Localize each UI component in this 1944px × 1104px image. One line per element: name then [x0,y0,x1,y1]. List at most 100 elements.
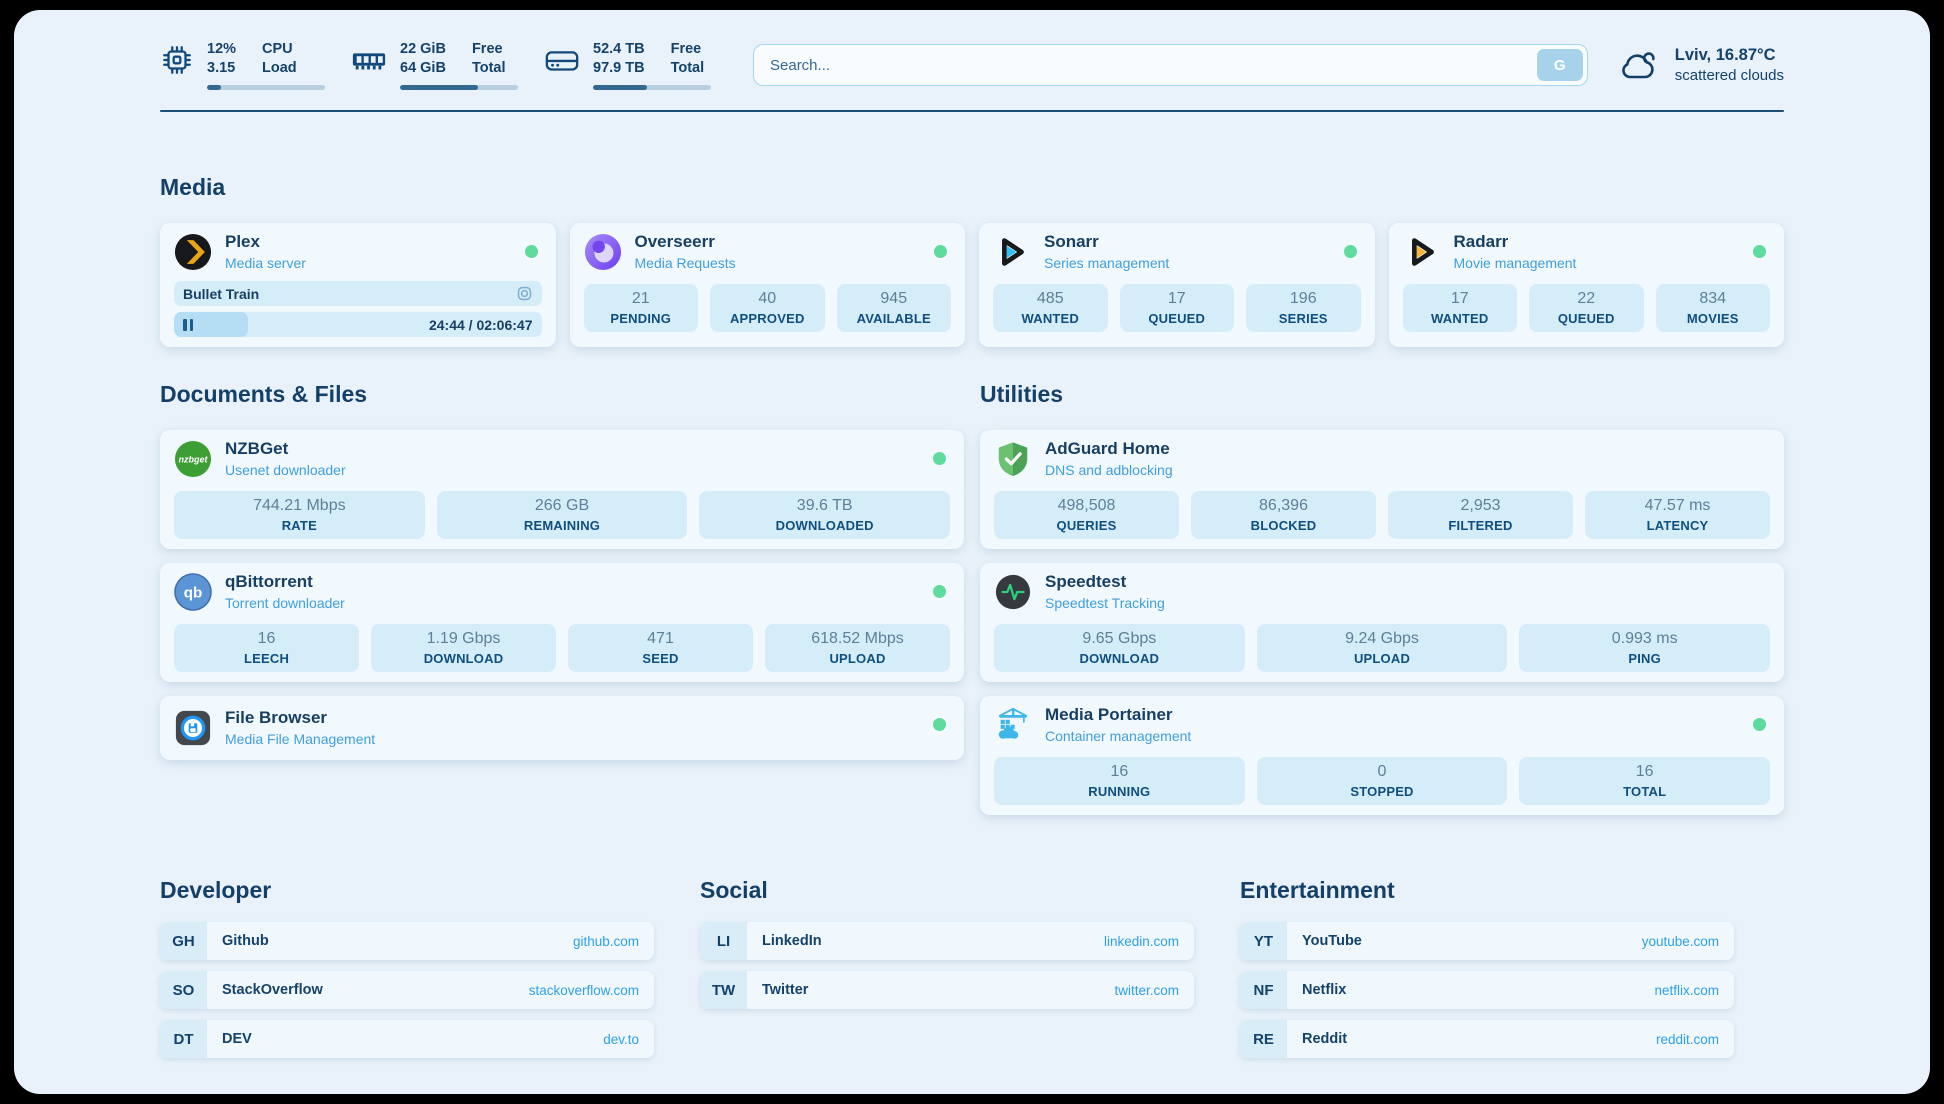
overseerr-icon [584,234,621,271]
speedtest-icon [995,575,1031,610]
bookmark-abbr: RE [1240,1020,1287,1059]
app-subtitle: Series management [1044,255,1170,272]
disk-stat: 52.4 TB 97.9 TB Free Total [544,40,711,91]
stat-queries: 498,508 QUERIES [994,491,1179,540]
memory-free-value: 22 GiB [400,41,446,57]
bookmark-abbr: SO [160,971,207,1010]
svg-text:qb: qb [184,585,203,602]
stat-series: 196 SERIES [1246,284,1361,333]
stat-queued: 22 QUEUED [1529,284,1644,333]
bookmark-url[interactable]: linkedin.com [1103,933,1179,949]
bookmark-url[interactable]: stackoverflow.com [528,982,639,998]
app-subtitle: Media File Management [225,731,376,748]
app-card-nzbget[interactable]: nzbget NZBGet Usenet downloader 744.21 M… [160,430,964,550]
disk-label-2: Total [670,60,705,77]
status-dot-online [1343,245,1357,259]
stat-download: 9.65 Gbps DOWNLOAD [994,624,1245,673]
cpu-progress-bar [207,85,325,91]
bookmark-url[interactable]: github.com [572,933,639,949]
app-title: Media Portainer [1045,705,1173,725]
cpu-label-1: CPU [262,41,293,57]
app-title: Plex [225,232,260,252]
section-title-social: Social [700,877,768,904]
utilities-column: Utilities AdGuard Home DNS [980,381,1784,816]
bookmark-name: Netflix [1302,982,1347,999]
search-engine-button[interactable]: G [1536,49,1583,82]
bookmark-name: LinkedIn [762,933,822,950]
app-card-speedtest[interactable]: Speedtest Speedtest Tracking 9.65 Gbps DO… [980,563,1784,683]
stat-wanted: 485 WANTED [993,284,1108,333]
bookmark-netflix[interactable]: NF Netflix netflix.com [1240,971,1734,1010]
app-card-adguard[interactable]: AdGuard Home DNS and adblocking 498,508 Q… [980,430,1784,550]
playback-progress-bar: 24:44 / 02:06:47 [174,312,542,338]
memory-stat: 22 GiB 64 GiB Free Total [351,40,518,91]
app-subtitle: Usenet downloader [225,462,346,479]
app-card-overseerr[interactable]: Overseerr Media Requests 21 PENDING 40 APP… [569,223,965,348]
bookmark-linkedin[interactable]: LI LinkedIn linkedin.com [700,922,1194,961]
bookmark-stackoverflow[interactable]: SO StackOverflow stackoverflow.com [160,971,654,1010]
radarr-icon [1411,238,1434,267]
stat-movies: 834 MOVIES [1655,284,1770,333]
stat-remaining: 266 GB REMAINING [436,491,688,540]
cpu-icon [163,46,191,74]
bookmarks-social: Social LI LinkedIn linkedin.com TW Twitt… [700,877,1194,1058]
weather-widget: Lviv, 16.87°C scattered clouds [1618,45,1784,85]
ram-icon [352,53,386,70]
bookmark-abbr: TW [700,971,747,1010]
bookmark-reddit[interactable]: RE Reddit reddit.com [1240,1020,1734,1059]
app-card-sonarr[interactable]: Sonarr Series management 485 WANTED 17 QUE… [979,223,1375,348]
bookmark-dev[interactable]: DT DEV dev.to [160,1020,654,1059]
bookmark-abbr: GH [160,922,207,961]
bookmark-abbr: DT [160,1020,207,1059]
now-playing-title: Bullet Train [183,285,260,302]
app-card-portainer[interactable]: Media Portainer Container management 16 R… [980,696,1784,816]
stat-blocked: 86,396 BLOCKED [1191,491,1376,540]
memory-label-1: Free [471,41,503,57]
bookmark-github[interactable]: GH Github github.com [160,922,654,961]
cloud-icon [1621,52,1655,79]
bookmark-url[interactable]: netflix.com [1654,982,1719,998]
section-title-developer: Developer [160,877,272,904]
stat-ping: 0.993 ms PING [1519,624,1771,673]
bookmark-name: Github [222,933,269,950]
app-card-plex[interactable]: Plex Media server Bullet Train 24:44 / 0… [160,223,556,348]
portainer-icon [998,708,1028,740]
status-dot-online [1753,245,1766,259]
stat-upload: 9.24 Gbps UPLOAD [1256,624,1508,673]
stat-rate: 744.21 Mbps RATE [174,491,425,540]
status-dot-online [933,452,946,466]
app-card-radarr[interactable]: Radarr Movie management 17 WANTED 22 QUEUE… [1388,223,1784,348]
bookmarks-developer: Developer GH Github github.com SO StackO… [160,877,654,1059]
app-title: Overseerr [634,232,715,252]
bookmark-url[interactable]: twitter.com [1114,982,1179,998]
bookmark-url[interactable]: youtube.com [1641,933,1719,949]
plex-icon [174,234,212,271]
search-input[interactable] [753,44,1588,87]
stat-upload: 618.52 Mbps UPLOAD [765,624,950,673]
app-subtitle: Torrent downloader [225,595,345,612]
stat-stopped: 0 STOPPED [1256,757,1508,806]
bookmark-url[interactable]: dev.to [603,1031,639,1047]
app-subtitle: Container management [1045,728,1192,745]
bookmark-twitter[interactable]: TW Twitter twitter.com [700,971,1194,1010]
stat-seed: 471 SEED [568,624,753,673]
now-playing-session-icon[interactable] [516,285,533,302]
stat-wanted: 17 WANTED [1402,284,1517,333]
bookmark-abbr: YT [1240,922,1287,961]
memory-progress-bar [400,85,518,91]
app-title: Radarr [1453,232,1509,252]
media-cards-grid: Plex Media server Bullet Train 24:44 / 0… [160,223,1784,348]
memory-total-value: 64 GiB [400,60,446,77]
stat-leech: 16 LEECH [174,624,359,673]
bookmark-youtube[interactable]: YT YouTube youtube.com [1240,922,1734,961]
cpu-load-value: 3.15 [207,60,236,77]
bookmark-url[interactable]: reddit.com [1655,1031,1719,1047]
app-subtitle: DNS and adblocking [1045,462,1173,479]
app-card-qbittorrent[interactable]: qb qBittorrent Torrent downloader 16 LEEC… [160,563,964,683]
app-card-filebrowser[interactable]: File Browser Media File Management [160,696,964,761]
stat-queued: 17 QUEUED [1119,284,1234,333]
stat-latency: 47.57 ms LATENCY [1585,491,1770,540]
section-title-documents: Documents & Files [160,381,368,408]
disk-progress-bar [593,85,711,91]
qbittorrent-icon: qb [174,573,212,612]
